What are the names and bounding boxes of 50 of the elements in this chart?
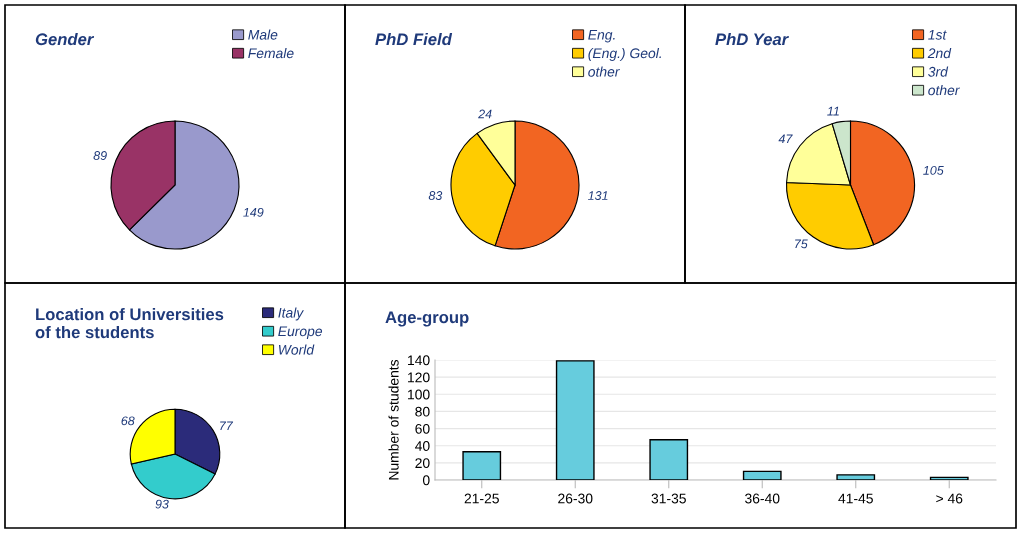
y-tick-label: 80 [415,406,430,417]
chart-title: PhD Year [715,32,789,46]
data-label: 105 [923,165,944,175]
chart-title: Age-group [385,311,469,327]
x-tick-label: 31-35 [651,493,686,504]
legend-label: other [588,66,620,77]
data-label: 11 [827,106,839,116]
legend-label: Italy [278,307,304,321]
data-label: 47 [778,134,793,144]
data-label: 77 [220,421,234,431]
y-tick-label: 120 [408,372,430,383]
data-label: 24 [478,109,492,119]
x-tick-label: 26-30 [558,493,593,504]
y-axis-title: Number of students [388,359,399,480]
y-tick-label: 20 [415,458,430,469]
x-tick-label: 41-45 [838,493,873,504]
data-label: 131 [588,191,608,200]
legend-label: Eng. [588,30,615,43]
legend-label: other [928,85,960,96]
bar [742,470,782,480]
y-tick-label: 0 [422,475,430,486]
legend-label: Europe [278,326,323,339]
x-tick-label: > 46 [936,493,963,504]
legend-label: Female [248,48,294,59]
legend-label: 3rd [928,66,949,77]
x-tick-label: 36-40 [745,493,780,504]
bar [836,474,876,480]
bar [555,360,595,480]
legend-label: 2nd [927,48,952,59]
bar [929,476,969,480]
chart-title: PhD Field [375,32,453,46]
legend-label: World [278,344,315,355]
y-tick-label: 40 [415,441,430,451]
y-tick-label: 60 [415,423,430,434]
legend-label: (Eng.) Geol. [588,48,661,61]
bar [649,439,689,480]
y-tick-label: 140 [408,355,430,366]
legend-label: Male [248,29,278,40]
data-label: 68 [121,416,135,426]
data-label: 83 [428,191,443,200]
x-tick-label: 21-25 [464,493,499,504]
y-tick-label: 100 [408,389,430,400]
legend-label: 1st [928,30,947,40]
data-label: 149 [243,207,264,217]
data-label: 89 [93,151,107,160]
data-label: 75 [795,239,808,249]
bar [462,451,502,480]
chart-title: Gender [35,32,95,46]
chart-title: Location of Universities of the students [35,308,224,339]
data-label: 93 [155,499,169,509]
